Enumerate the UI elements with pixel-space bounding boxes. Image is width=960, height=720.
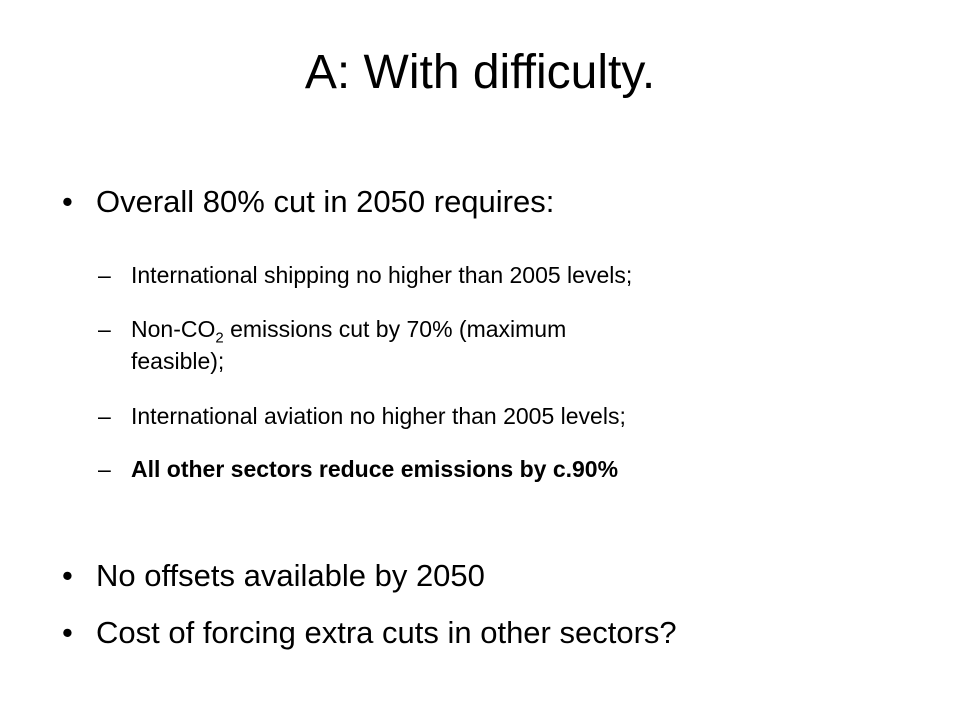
sub-item-prefix: Non-CO xyxy=(131,316,216,342)
dash-icon: – xyxy=(98,316,111,342)
bullet-text: Overall 80% cut in 2050 requires: xyxy=(96,184,555,219)
slide-title: A: With difficulty. xyxy=(304,46,656,99)
bullet-icon: • xyxy=(62,558,73,593)
sub-item-text: Non-CO2 emissions cut by 70% (maximum xyxy=(131,313,567,347)
dash-icon: – xyxy=(98,262,111,288)
subscript: 2 xyxy=(215,329,224,347)
dash-icon: – xyxy=(98,403,111,429)
bullet-text: No offsets available by 2050 xyxy=(96,558,485,593)
bullet-text: Cost of forcing extra cuts in other sect… xyxy=(96,615,677,650)
sub-item-text: International shipping no higher than 20… xyxy=(131,262,633,288)
dash-icon: – xyxy=(98,456,111,482)
sub-item-text: All other sectors reduce emissions by c.… xyxy=(131,456,619,482)
bullet-icon: • xyxy=(62,615,73,650)
sub-item-continuation: feasible); xyxy=(131,348,225,374)
sub-item-text: International aviation no higher than 20… xyxy=(131,403,626,429)
sub-item-suffix: emissions cut by 70% (maximum xyxy=(223,316,567,342)
bullet-icon: • xyxy=(62,184,73,219)
